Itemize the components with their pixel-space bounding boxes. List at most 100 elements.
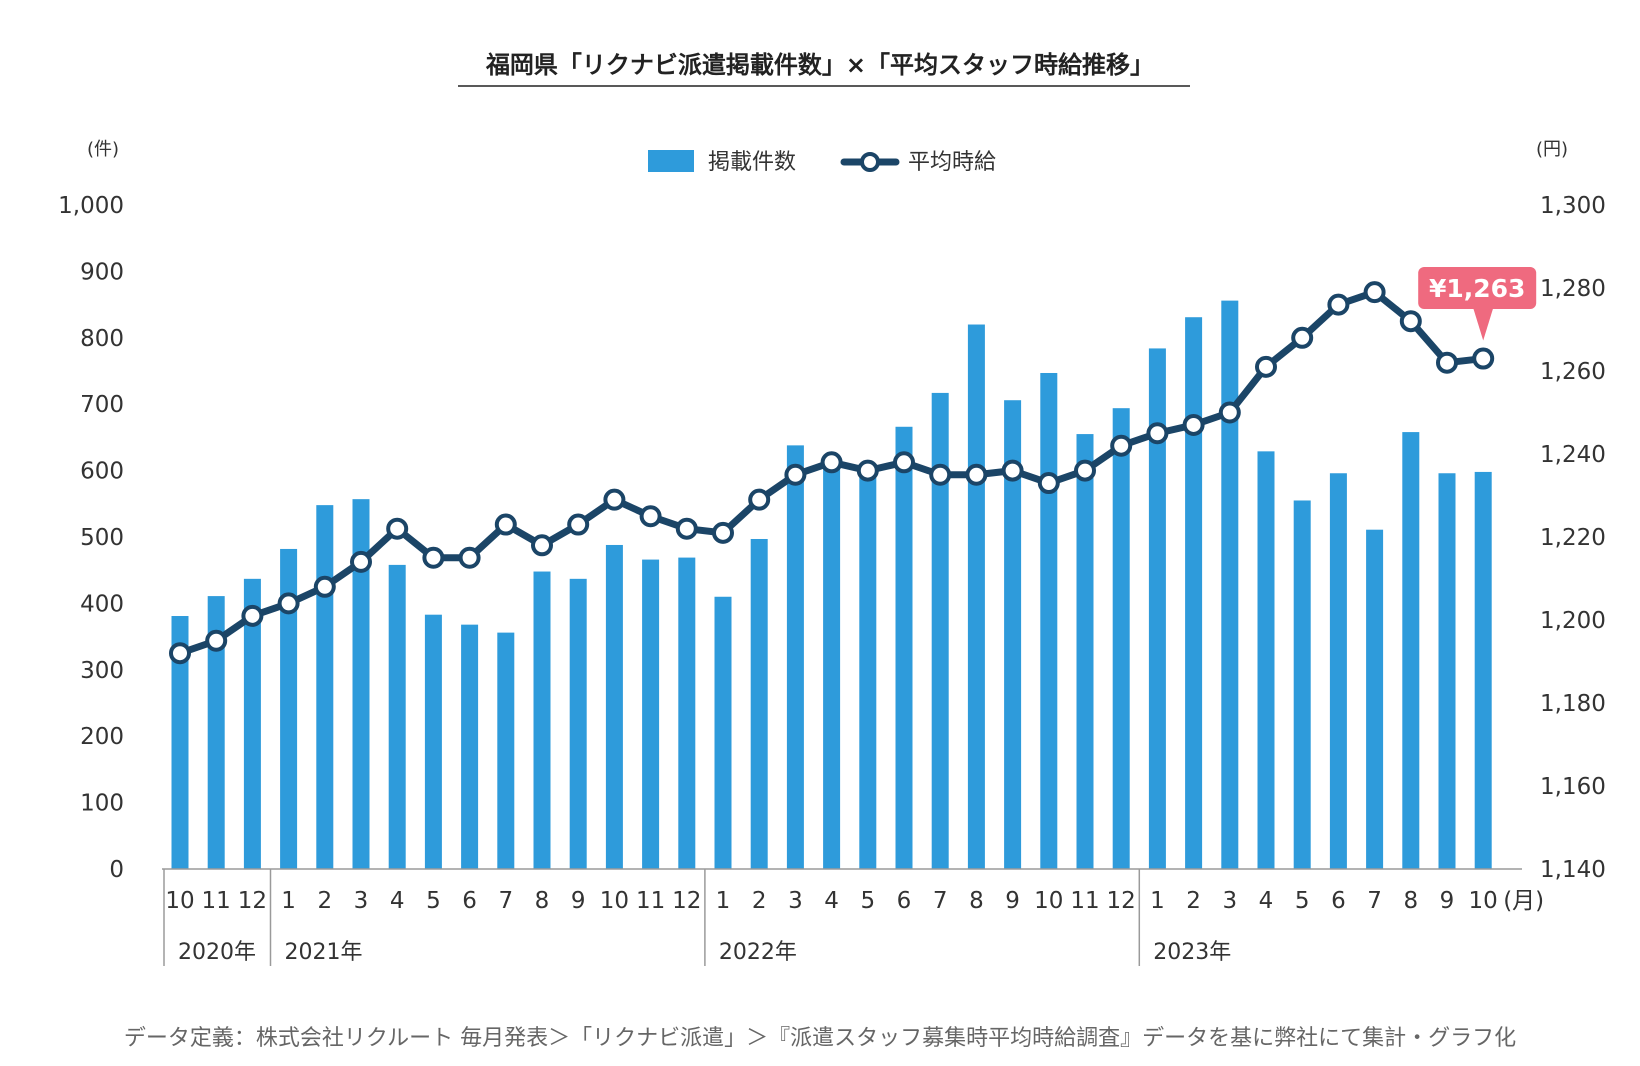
x-tick-label: 4 xyxy=(824,888,839,914)
bar xyxy=(461,624,479,869)
x-tick-label: 8 xyxy=(535,888,550,914)
line-point xyxy=(1001,459,1024,482)
legend-line-label: 平均時給 xyxy=(908,150,996,175)
left-tick-label: 300 xyxy=(80,658,124,684)
bar xyxy=(678,557,696,869)
x-tick-label: 11 xyxy=(1070,888,1099,914)
right-tick-label: 1,280 xyxy=(1540,276,1606,302)
callout-label: ¥1,263 xyxy=(1429,274,1525,303)
line-point xyxy=(169,642,191,665)
right-tick-label: 1,260 xyxy=(1540,359,1606,385)
bar xyxy=(1221,300,1239,870)
left-tick-label: 0 xyxy=(109,857,124,883)
line-point xyxy=(1074,459,1096,482)
line-point xyxy=(1472,347,1495,370)
x-tick-label: 4 xyxy=(1259,888,1274,914)
right-tick-label: 1,300 xyxy=(1540,193,1606,219)
x-tick-label: 9 xyxy=(1005,888,1020,914)
bar xyxy=(352,499,370,869)
right-axis-unit: (円) xyxy=(1536,139,1568,160)
legend: 掲載件数 平均時給 xyxy=(648,150,996,175)
line-point xyxy=(639,505,662,528)
left-tick-label: 1,000 xyxy=(58,193,124,219)
line-point xyxy=(205,629,228,652)
line-point xyxy=(386,517,409,540)
bar xyxy=(786,445,804,869)
footnote: データ定義：株式会社リクルート 毎月発表＞「リクナビ派遣」＞『派遣スタッフ募集時… xyxy=(124,1026,1516,1051)
legend-bar-label: 掲載件数 xyxy=(708,150,796,175)
line-point xyxy=(784,463,807,486)
x-tick-label: 1 xyxy=(281,888,296,914)
callout-box xyxy=(1418,267,1537,309)
x-axis-ticks: 10 11 12 1 2 3 4 5 6 7 8 9 10 11 12 1 2 3 4 5 6 7 8 9 10 11 12 1 2 3 4… xyxy=(165,888,1544,914)
bar xyxy=(1474,471,1492,869)
line-point xyxy=(712,521,734,544)
x-tick-label: 12 xyxy=(238,888,267,914)
x-tick-label: 7 xyxy=(933,888,948,914)
line-point xyxy=(1327,293,1350,316)
x-tick-label: 6 xyxy=(1331,888,1346,914)
line-point xyxy=(531,534,553,557)
line-point xyxy=(422,546,445,569)
line-point xyxy=(458,546,481,569)
bar xyxy=(388,564,406,869)
x-tick-label: 2 xyxy=(752,888,767,914)
x-tick-label: 8 xyxy=(969,888,984,914)
year-label: 2021年 xyxy=(285,940,363,965)
bar xyxy=(605,544,623,869)
x-tick-label: 5 xyxy=(426,888,441,914)
line-point xyxy=(893,451,915,474)
line-point xyxy=(241,604,264,627)
line-point xyxy=(929,463,952,486)
bar xyxy=(642,559,660,869)
bar xyxy=(569,578,587,869)
left-tick-label: 900 xyxy=(80,259,124,285)
bar xyxy=(823,457,841,869)
bar xyxy=(243,578,261,869)
line-point xyxy=(1182,413,1205,436)
bar xyxy=(967,324,985,869)
left-tick-label: 400 xyxy=(80,591,124,617)
legend-bar-swatch xyxy=(648,150,694,172)
x-tick-label: 9 xyxy=(1440,888,1455,914)
bar xyxy=(1402,432,1420,869)
x-tick-label: 5 xyxy=(860,888,875,914)
right-tick-label: 1,180 xyxy=(1540,691,1606,717)
right-tick-label: 1,140 xyxy=(1540,857,1606,883)
value-callout: ¥1,263 xyxy=(1418,267,1537,341)
line-point xyxy=(1291,326,1314,349)
bar xyxy=(1438,473,1456,869)
legend-line-marker xyxy=(860,152,880,172)
line-point xyxy=(567,513,590,536)
line-point xyxy=(1436,351,1458,374)
line-point xyxy=(675,517,698,540)
line-point xyxy=(1218,401,1241,424)
x-tick-label: 8 xyxy=(1403,888,1418,914)
line-point xyxy=(1255,355,1277,378)
bar xyxy=(497,632,515,869)
x-tick-label: 10 xyxy=(1034,888,1063,914)
bar xyxy=(750,538,768,869)
x-tick-label: 3 xyxy=(1222,888,1237,914)
x-tick-label: 4 xyxy=(390,888,405,914)
bar xyxy=(1293,500,1311,869)
x-axis-unit: (月) xyxy=(1503,888,1544,914)
left-tick-label: 700 xyxy=(80,392,124,418)
line-point xyxy=(350,550,372,573)
x-tick-label: 9 xyxy=(571,888,586,914)
line-point xyxy=(748,488,771,511)
bar xyxy=(171,616,189,869)
bar xyxy=(1366,529,1384,869)
right-tick-label: 1,200 xyxy=(1540,608,1606,634)
year-label: 2022年 xyxy=(719,940,797,965)
right-tick-label: 1,240 xyxy=(1540,442,1606,468)
bar xyxy=(1112,408,1130,869)
year-label: 2023年 xyxy=(1153,940,1231,965)
x-tick-label: 6 xyxy=(897,888,912,914)
bar xyxy=(316,505,334,869)
right-tick-label: 1,160 xyxy=(1540,774,1606,800)
line-point xyxy=(820,451,843,474)
line-point xyxy=(1363,281,1386,304)
line-point xyxy=(313,575,336,598)
